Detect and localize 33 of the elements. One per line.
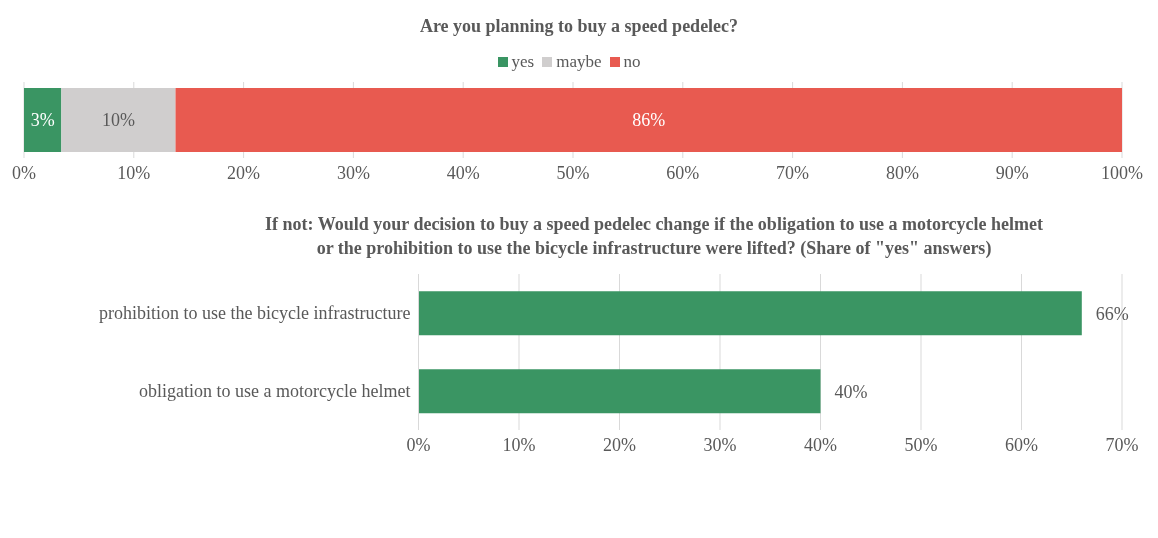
bar — [24, 88, 62, 153]
x-tick-label: 50% — [556, 162, 590, 183]
y-tick-label: obligation to use a motorcycle helmet — [139, 381, 411, 402]
x-tick-label: 30% — [703, 434, 737, 455]
x-tick-label: 50% — [904, 434, 938, 455]
x-tick-label: 70% — [1105, 434, 1139, 455]
legend-label: maybe — [555, 52, 602, 71]
x-tick-label: 30% — [336, 162, 370, 183]
x-tick-label: 40% — [804, 434, 837, 455]
x-tick-label: 60% — [666, 162, 700, 183]
data-label: 66% — [1095, 303, 1129, 324]
data-label: 40% — [834, 381, 868, 402]
data-label: 3% — [30, 110, 55, 131]
x-tick-label: 80% — [885, 162, 919, 183]
legend-label: no — [622, 52, 641, 71]
x-tick-label: 10% — [502, 434, 536, 455]
x-tick-label: 20% — [227, 162, 261, 183]
chart-title: Are you planning to buy a speed pedelec? — [418, 15, 740, 38]
x-tick-label: 0% — [406, 434, 431, 455]
x-tick-label: 40% — [446, 162, 480, 183]
chart-title: If not: Would your decision to buy a speed pedelec change if the obligation to use a motorcycle helmet or the prohibition to use the bicycle infrastructure were lifted? (Share of "yes" answers) — [264, 213, 1044, 260]
data-label: 10% — [101, 110, 135, 131]
x-tick-label: 20% — [603, 434, 636, 455]
data-label: 86% — [632, 110, 666, 131]
x-tick-label: 10% — [117, 162, 151, 183]
legend-label: yes — [510, 52, 535, 71]
x-tick-label: 0% — [12, 162, 36, 183]
bar — [175, 88, 1122, 153]
x-tick-label: 70% — [776, 162, 810, 183]
x-tick-label: 100% — [1101, 162, 1143, 183]
x-tick-label: 90% — [995, 162, 1029, 183]
x-tick-label: 60% — [1005, 434, 1038, 455]
y-tick-label: prohibition to use the bicycle infrastructure — [99, 303, 411, 324]
